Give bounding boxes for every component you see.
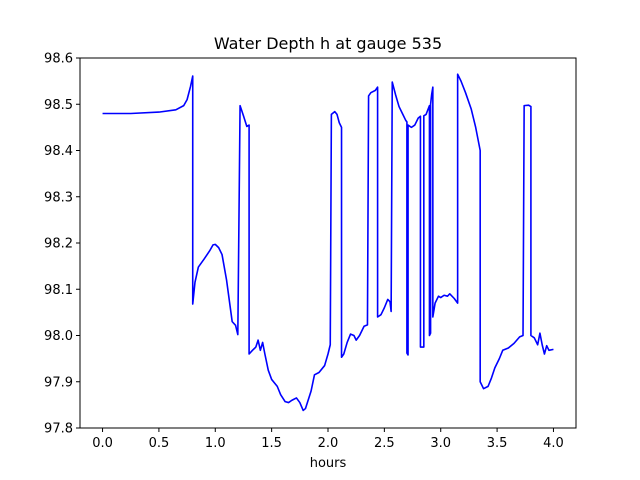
y-axis: 97.8 97.9 98.0 98.1 98.2 98.3 98.4 98.5 98.6 [44, 52, 80, 437]
y-tick-label: 98.0 [44, 329, 73, 344]
x-tick-label: 3.5 [487, 436, 508, 451]
plot-area [102, 73, 554, 412]
series-line-0 [102, 73, 554, 412]
y-tick-label: 98.1 [44, 283, 73, 298]
x-tick-label: 4.0 [543, 436, 564, 451]
x-tick-label: 0.0 [92, 436, 113, 451]
x-axis-label: hours [310, 456, 347, 471]
y-tick-label: 98.6 [44, 52, 73, 67]
x-tick-label: 2.0 [318, 436, 339, 451]
x-tick-label: 2.5 [374, 436, 395, 451]
y-tick-label: 98.2 [44, 237, 73, 252]
y-tick-label: 97.9 [44, 375, 73, 390]
y-tick-label: 97.8 [44, 422, 73, 437]
x-tick-label: 0.5 [149, 436, 170, 451]
y-tick-label: 98.5 [44, 98, 73, 113]
x-tick-label: 1.0 [205, 436, 226, 451]
x-tick-label: 1.5 [261, 436, 282, 451]
x-tick-label: 3.0 [430, 436, 451, 451]
axes-frame [79, 57, 577, 429]
y-tick-label: 98.4 [44, 144, 73, 159]
y-tick-label: 98.3 [44, 190, 73, 205]
x-axis: 0.0 0.5 1.0 1.5 2.0 2.5 3.0 3.5 4.0 [92, 428, 564, 451]
chart-title: Water Depth h at gauge 535 [214, 34, 442, 53]
